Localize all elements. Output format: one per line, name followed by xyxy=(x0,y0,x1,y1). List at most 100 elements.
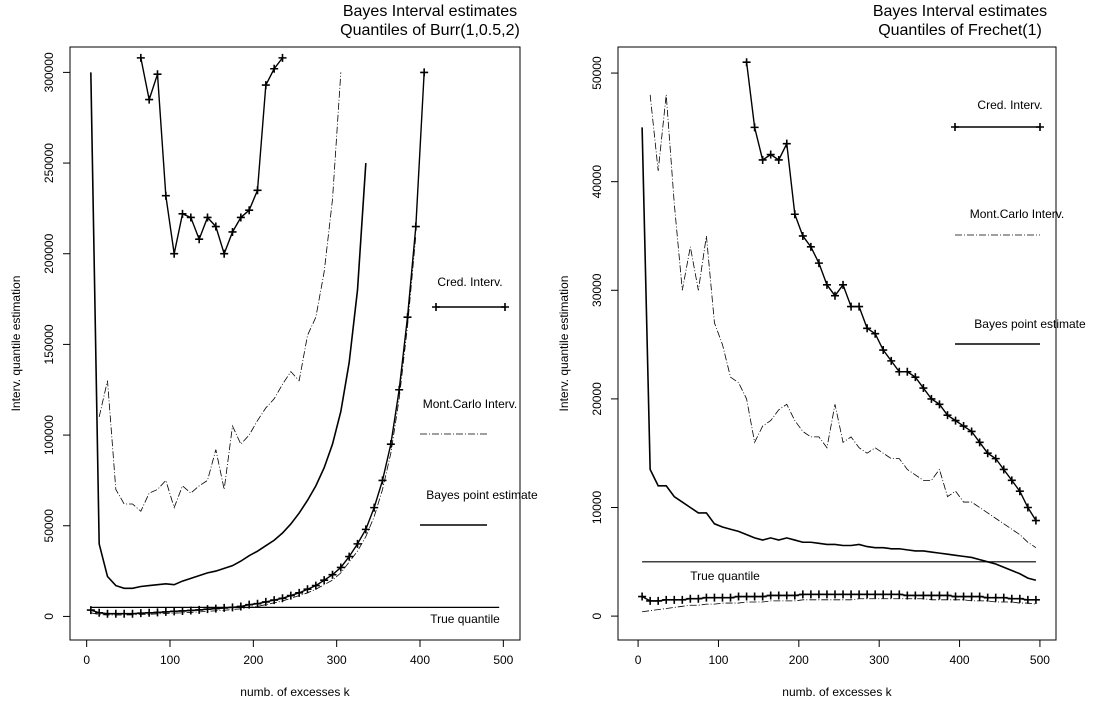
interval-upper xyxy=(649,94,1037,549)
x-tick-label: 200 xyxy=(789,653,809,667)
interval-lower xyxy=(90,72,425,615)
point-marker xyxy=(959,422,968,431)
y-tick-label: 10000 xyxy=(590,490,604,524)
legend-label: Bayes point estimate xyxy=(426,488,538,502)
point-marker xyxy=(790,591,799,600)
point-marker xyxy=(120,609,129,618)
point-marker xyxy=(991,454,1000,463)
point-marker xyxy=(178,209,187,218)
point-marker xyxy=(726,593,735,602)
x-tick-label: 0 xyxy=(635,653,642,667)
point-marker xyxy=(847,302,856,311)
point-marker xyxy=(145,95,154,104)
point-marker xyxy=(1007,476,1016,485)
point-marker xyxy=(766,150,775,159)
point-marker xyxy=(895,590,904,599)
interval-upper xyxy=(140,57,284,256)
point-marker xyxy=(871,590,880,599)
legend-marker xyxy=(501,303,509,311)
point-marker xyxy=(136,53,145,62)
point-marker xyxy=(742,58,751,67)
point-marker xyxy=(750,123,759,132)
y-tick-label: 30000 xyxy=(590,273,604,307)
point-marker xyxy=(395,385,404,394)
legend-marker xyxy=(951,123,959,131)
legend-label: True quantile xyxy=(430,612,500,626)
point-marker xyxy=(111,609,120,618)
y-tick-label: 100000 xyxy=(42,415,56,455)
point-marker xyxy=(951,416,960,425)
point-marker xyxy=(798,231,807,240)
point-marker xyxy=(830,291,839,300)
plot-area xyxy=(638,58,1040,613)
point-marker xyxy=(734,592,743,601)
legend-label: Cred. Interv. xyxy=(437,275,502,289)
point-marker xyxy=(678,595,687,604)
point-marker xyxy=(161,191,170,200)
point-marker xyxy=(847,590,856,599)
point-marker xyxy=(919,591,928,600)
point-marker xyxy=(782,591,791,600)
point-marker xyxy=(774,155,783,164)
point-marker xyxy=(855,302,864,311)
point-marker xyxy=(983,593,992,602)
point-marker xyxy=(919,384,928,393)
y-tick-label: 40000 xyxy=(590,165,604,199)
point-marker xyxy=(814,590,823,599)
y-tick-label: 20000 xyxy=(590,382,604,416)
point-marker xyxy=(806,242,815,251)
point-marker xyxy=(161,607,170,616)
x-axis-label: numb. of excesses k xyxy=(782,685,892,699)
legend-label: Mont.Carlo Interv. xyxy=(423,397,517,411)
point-marker xyxy=(228,227,237,236)
point-marker xyxy=(211,604,220,613)
point-marker xyxy=(975,438,984,447)
point-marker xyxy=(999,593,1008,602)
x-tick-label: 400 xyxy=(410,653,430,667)
chart-title: Bayes Interval estimates xyxy=(343,3,517,20)
point-marker xyxy=(710,593,719,602)
y-tick-label: 300000 xyxy=(42,52,56,92)
plot-frame xyxy=(617,46,1057,641)
legend-marker xyxy=(1036,123,1044,131)
point-marker xyxy=(991,593,1000,602)
point-marker xyxy=(261,81,270,90)
point-marker xyxy=(742,592,751,601)
point-marker xyxy=(887,356,896,365)
chart-panel: Bayes Interval estimates Quantiles of Fre… xyxy=(557,3,1086,699)
legend-label: Cred. Interv. xyxy=(977,98,1042,112)
legend-label: Mont.Carlo Interv. xyxy=(970,207,1064,221)
point-marker xyxy=(320,576,329,585)
point-marker xyxy=(790,210,799,219)
point-marker xyxy=(1023,595,1032,604)
point-marker xyxy=(136,609,145,618)
point-marker xyxy=(1015,594,1024,603)
plot-frame xyxy=(69,46,521,641)
point-marker xyxy=(1023,503,1032,512)
x-tick-label: 300 xyxy=(327,653,347,667)
point-marker xyxy=(903,367,912,376)
x-tick-label: 500 xyxy=(1030,653,1050,667)
chart-title: Quantiles of Frechet(1) xyxy=(878,22,1042,39)
point-marker xyxy=(170,249,179,258)
chart-title: Bayes Interval estimates xyxy=(873,3,1047,20)
y-tick-label: 250000 xyxy=(42,143,56,183)
series-line xyxy=(641,127,1037,582)
interval-upper xyxy=(98,72,342,512)
point-marker xyxy=(1007,594,1016,603)
chart-title: Quantiles of Burr(1,0.5,2) xyxy=(340,22,520,39)
point-marker xyxy=(967,427,976,436)
x-tick-label: 300 xyxy=(869,653,889,667)
point-marker xyxy=(758,592,767,601)
y-tick-label: 50000 xyxy=(590,56,604,90)
point-marker xyxy=(153,70,162,79)
x-tick-label: 500 xyxy=(493,653,513,667)
point-marker xyxy=(638,592,647,601)
point-marker xyxy=(145,608,154,617)
point-marker xyxy=(927,591,936,600)
y-axis-label: Interv. quantile estimation xyxy=(557,276,571,412)
point-marker xyxy=(943,411,952,420)
x-tick-label: 100 xyxy=(160,653,180,667)
point-marker xyxy=(822,280,831,289)
point-marker xyxy=(758,155,767,164)
